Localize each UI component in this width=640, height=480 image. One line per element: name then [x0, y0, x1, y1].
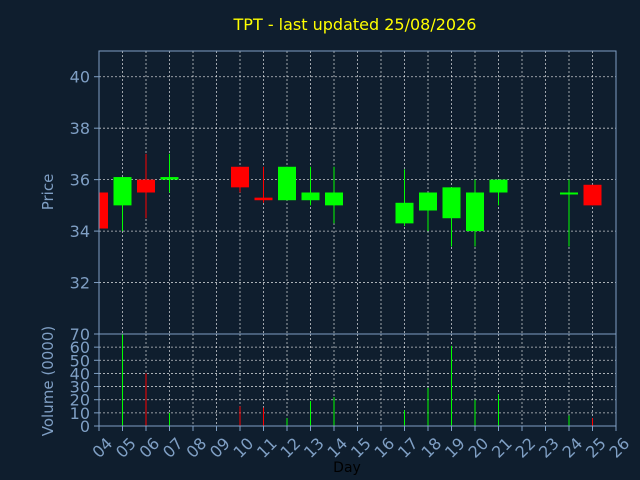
volume-tick-label: 10 [70, 404, 90, 423]
candle-body [442, 187, 461, 219]
volume-bars [122, 334, 593, 426]
volume-tick-label: 20 [70, 391, 90, 410]
price-axis-label: Price [39, 174, 57, 211]
candle-body [560, 192, 578, 195]
day-axis-label: Day [333, 460, 361, 476]
candle-body [160, 177, 179, 180]
day-tick-label: 26 [605, 434, 633, 462]
volume-tick-label: 50 [70, 351, 90, 370]
volume-tick-label: 0 [80, 417, 90, 436]
candle-body [113, 177, 132, 206]
price-tick-label: 32 [70, 274, 90, 293]
candle-body [325, 192, 343, 206]
price-tick-label: 40 [70, 68, 90, 87]
candle-body [278, 166, 296, 201]
price-tick-label: 34 [70, 222, 90, 241]
price-tick-label: 36 [70, 171, 90, 190]
grid-lines [98, 51, 617, 427]
candle-body [466, 192, 484, 232]
candles [99, 153, 602, 247]
volume-tick-label: 60 [70, 338, 90, 357]
chart-title: TPT - last updated 25/08/2026 [233, 15, 477, 34]
candle-body [583, 184, 602, 206]
candle-body [301, 192, 320, 201]
candle-body [254, 197, 273, 201]
candle-body [489, 179, 508, 193]
volume-axis-label: Volume (0000) [39, 326, 57, 436]
candle-body [231, 166, 249, 188]
volume-tick-label: 30 [70, 378, 90, 397]
candle-body [137, 179, 155, 193]
price-tick-label: 38 [70, 119, 90, 138]
candle-body [419, 192, 437, 211]
volume-tick-label: 70 [70, 325, 90, 344]
candle-body [395, 202, 414, 224]
candle-body [99, 192, 108, 229]
volume-tick-label: 40 [70, 364, 90, 383]
